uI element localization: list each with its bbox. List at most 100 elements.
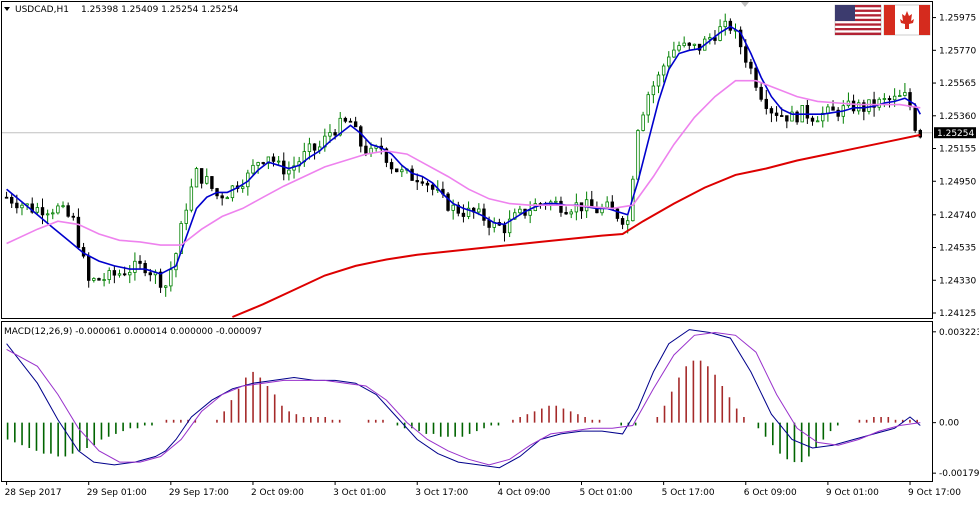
candle: [312, 143, 317, 160]
x-tick-label: 3 Oct 17:00: [415, 488, 468, 498]
x-tick-label: 9 Oct 01:00: [826, 488, 879, 498]
candle: [194, 166, 199, 188]
candle: [230, 185, 235, 202]
current-price-label: 1.25254: [937, 129, 974, 139]
macd-y-tick-label: 0.003223: [939, 328, 979, 338]
candle: [769, 106, 774, 123]
candle: [394, 168, 399, 173]
candle: [738, 26, 743, 55]
candle: [646, 91, 650, 123]
candle: [667, 51, 671, 71]
candle: [117, 269, 122, 278]
candle: [51, 208, 55, 220]
y-tick-label: 1.25770: [939, 46, 976, 56]
candle: [328, 124, 332, 144]
candle: [682, 36, 686, 48]
candle: [163, 285, 168, 297]
candle: [348, 118, 353, 123]
candle: [287, 161, 291, 181]
candle: [184, 203, 188, 231]
candle: [158, 268, 163, 293]
candle: [810, 115, 815, 126]
x-tick-label: 3 Oct 01:00: [333, 488, 386, 498]
candle: [364, 139, 368, 157]
y-tick-label: 1.25155: [939, 145, 976, 155]
candle: [564, 206, 568, 215]
macd-y-tick-label: -0.001793: [939, 469, 979, 479]
candle: [692, 43, 697, 50]
x-tick-label: 4 Oct 09:00: [497, 488, 550, 498]
candle: [9, 193, 14, 208]
candle: [389, 158, 394, 174]
main-pane-frame: [1, 1, 933, 319]
candle: [584, 191, 589, 218]
candle: [112, 266, 117, 284]
y-tick-label: 1.24125: [939, 309, 976, 319]
candle: [661, 63, 666, 83]
candle: [815, 116, 820, 123]
y-tick-label: 1.25565: [939, 79, 976, 89]
candle: [918, 128, 922, 139]
candle: [795, 110, 799, 125]
y-tick-label: 1.24740: [939, 211, 976, 221]
candle: [677, 41, 681, 53]
candle: [97, 277, 101, 281]
candle: [656, 71, 661, 94]
candle: [620, 215, 625, 230]
candle: [220, 192, 224, 206]
x-tick-label: 9 Oct 17:00: [908, 488, 961, 498]
candle: [420, 176, 425, 186]
candle: [754, 63, 758, 91]
candle: [569, 209, 573, 219]
candle: [76, 208, 81, 250]
candle: [71, 212, 75, 221]
macd-y-tick-label: 0.00: [939, 419, 959, 429]
x-tick-label: 2 Oct 09:00: [251, 488, 304, 498]
y-tick-label: 1.25360: [939, 112, 976, 122]
candle: [723, 13, 727, 36]
candle: [169, 261, 173, 292]
candle: [446, 191, 450, 212]
candle: [189, 178, 194, 213]
axes: 1.25975 1.25770 1.25565 1.25360 1.25155 1.249…: [5, 14, 979, 498]
x-tick-label: 29 Sep 17:00: [169, 488, 229, 498]
candle: [210, 176, 214, 192]
signal-line: [6, 331, 921, 466]
y-tick-label: 1.24330: [939, 276, 976, 286]
candle: [482, 203, 486, 226]
candle: [92, 277, 96, 283]
candle: [425, 181, 430, 193]
candle: [903, 82, 907, 97]
x-tick-label: 28 Sep 2017: [5, 488, 62, 498]
ohlc-label: 1.25398 1.25409 1.25254 1.25254: [81, 5, 239, 15]
collapse-triangle-icon[interactable]: [4, 7, 10, 11]
candle: [240, 179, 245, 193]
candle: [430, 182, 435, 196]
candle: [821, 106, 825, 128]
candle: [400, 165, 404, 178]
candle: [518, 205, 522, 216]
x-tick-label: 5 Oct 17:00: [662, 488, 715, 498]
candle: [898, 89, 902, 97]
candle: [225, 196, 229, 200]
macd-label: MACD(12,26,9) -0.000061 0.000014 0.00000…: [4, 327, 262, 337]
symbol-label: USDCAD,H1: [15, 5, 69, 15]
x-tick-label: 29 Sep 01:00: [87, 488, 147, 498]
candle: [45, 209, 50, 225]
macd-pane-frame: [1, 321, 933, 482]
candle: [672, 41, 676, 59]
candle: [636, 129, 640, 183]
candle: [261, 161, 265, 166]
candle: [836, 107, 840, 122]
candle: [343, 116, 348, 124]
current-price-marker: 1.25254: [934, 127, 976, 139]
candle: [687, 42, 691, 50]
candle: [66, 202, 70, 218]
candle: [461, 204, 466, 223]
macd-plot: [6, 329, 921, 469]
candle: [764, 89, 768, 115]
chart-shift-marker-icon[interactable]: [741, 2, 749, 7]
candle: [35, 202, 40, 214]
candle: [56, 203, 60, 215]
